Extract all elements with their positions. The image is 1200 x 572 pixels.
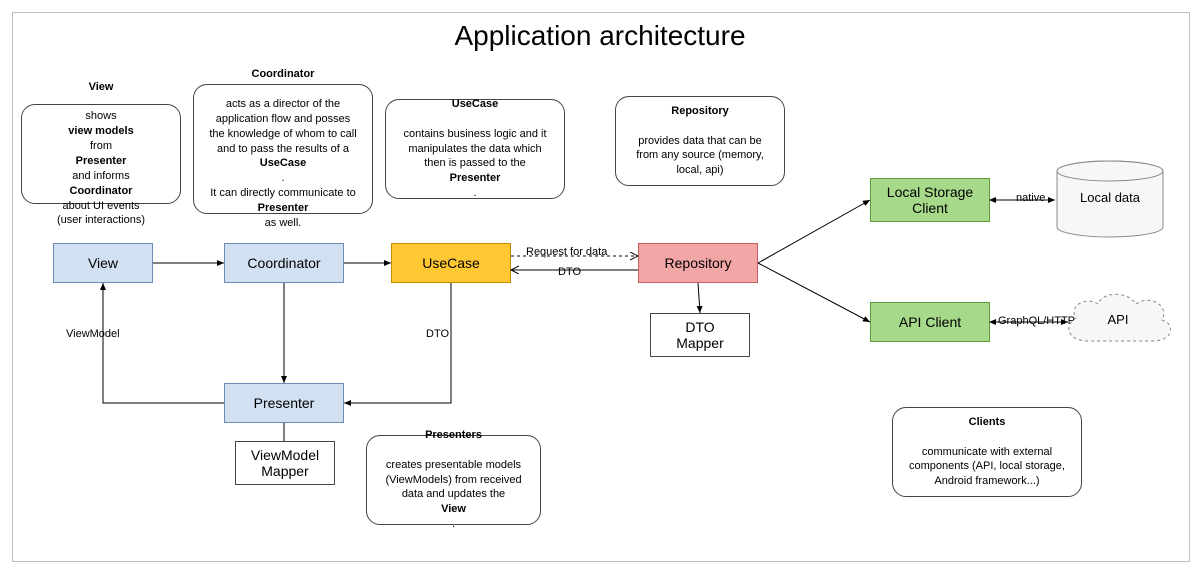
node-local-storage-client: Local StorageClient xyxy=(870,178,990,222)
page-title: Application architecture xyxy=(0,20,1200,52)
node-label: UseCase xyxy=(422,255,480,271)
node-label: Repository xyxy=(665,255,732,271)
node-usecase: UseCase xyxy=(391,243,511,283)
edge-label-viewmodel: ViewModel xyxy=(66,328,120,340)
node-label: Local StorageClient xyxy=(887,184,973,216)
node-repository: Repository xyxy=(638,243,758,283)
note-coordinator: Coordinatoracts as a director of theappl… xyxy=(193,84,373,214)
node-label: Coordinator xyxy=(247,255,320,271)
node-presenter: Presenter xyxy=(224,383,344,423)
edge-label-dto-back: DTO xyxy=(558,266,581,278)
node-view: View xyxy=(53,243,153,283)
node-api-client: API Client xyxy=(870,302,990,342)
cylinder-label: Local data xyxy=(1055,190,1165,205)
node-coordinator: Coordinator xyxy=(224,243,344,283)
node-label: View xyxy=(88,255,118,271)
note-clients: Clientscommunicate with externalcomponen… xyxy=(892,407,1082,497)
node-dto-mapper: DTOMapper xyxy=(650,313,750,357)
node-label: DTOMapper xyxy=(676,319,723,351)
note-usecase: UseCasecontains business logic and itman… xyxy=(385,99,565,199)
edge-label-native: native xyxy=(1016,192,1045,204)
cloud-label: API xyxy=(1058,312,1178,327)
shape-cylinder-localdata: Local data xyxy=(1055,160,1165,243)
edge-label-dto-down: DTO xyxy=(426,328,449,340)
shape-cloud-api: API xyxy=(1058,286,1178,361)
node-viewmodel-mapper: ViewModelMapper xyxy=(235,441,335,485)
note-view: Viewshows view models fromPresenter and … xyxy=(21,104,181,204)
edge-label-graphql: GraphQL/HTTP xyxy=(998,315,1075,327)
node-label: ViewModelMapper xyxy=(251,447,319,479)
note-presenters: Presenterscreates presentable models(Vie… xyxy=(366,435,541,525)
note-repository: Repositoryprovides data that can befrom … xyxy=(615,96,785,186)
node-label: Presenter xyxy=(254,395,315,411)
edge-label-request: Request for data xyxy=(526,246,607,258)
node-label: API Client xyxy=(899,314,961,330)
